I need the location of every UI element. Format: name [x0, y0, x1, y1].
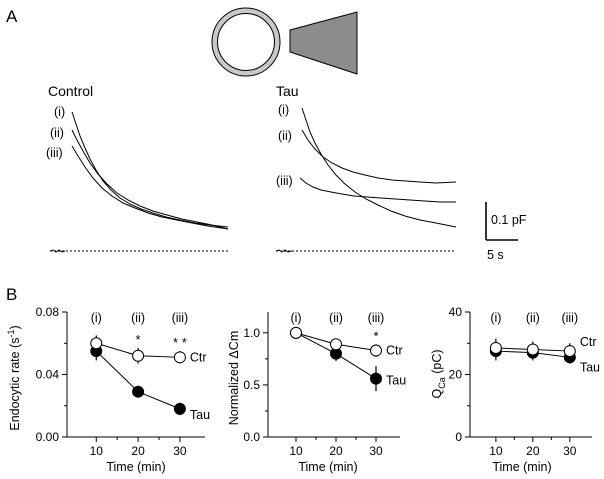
scale-bar: 0.1 pF 5 s: [485, 202, 527, 262]
x-tick-label: 30: [369, 444, 383, 458]
chart0-plot: 0.00 0.04 0.08 10 20 30 (i) (ii) (iii) * * * Tau Ctr: [36, 305, 210, 458]
timepoint-annotation: (i): [91, 311, 102, 325]
chart-normalized-dcm: Normalized ΔCm Time (min) 0.0 0.5 1.0 10 20 3…: [227, 311, 406, 474]
chart0-ylabel-sup: -1: [6, 330, 16, 338]
panel-a-label: A: [6, 7, 18, 26]
x-tick-label: 20: [131, 444, 145, 458]
ctr-point: [330, 338, 342, 351]
ctr-point: [132, 349, 145, 362]
significance-mark: * *: [173, 335, 187, 350]
timepoint-annotation: (ii): [131, 311, 145, 325]
ctr-point: [370, 344, 382, 357]
timepoint-annotation: (i): [290, 311, 301, 325]
y-tick-label: 0.08: [36, 305, 60, 319]
tau-trace-iii: [299, 177, 456, 203]
tau-baseline-noise: [275, 249, 293, 253]
timepoint-annotation: (i): [490, 311, 501, 325]
chart1-xlabel: Time (min): [298, 460, 357, 474]
y-tick-label: 20: [449, 368, 463, 382]
control-trace-i: [71, 111, 229, 228]
control-trace-label-i: (i): [54, 105, 65, 119]
chart0-xlabel: Time (min): [106, 460, 165, 474]
chart-endocytic-rate: Endocytic rate (s-1) Time (min) 0.00 0.04…: [6, 305, 210, 474]
tau-trace-ii: [301, 129, 457, 184]
control-trace-iii: [71, 145, 229, 230]
y-tick-label: 0.5: [243, 378, 260, 392]
tau-title: Tau: [276, 83, 299, 99]
panel-b-label: B: [6, 285, 17, 304]
significance-mark: *: [136, 332, 141, 347]
x-tick-label: 10: [289, 444, 303, 458]
chart2-ylabel-close: (pC): [430, 349, 444, 377]
y-tick-label: 40: [449, 305, 463, 319]
control-trace-label-iii: (iii): [46, 146, 63, 160]
tau-point: [370, 372, 382, 385]
tau-series-label: Tau: [386, 374, 406, 388]
tau-point: [132, 385, 145, 398]
chart2-xlabel: Time (min): [492, 460, 551, 474]
control-baseline-noise: [49, 249, 66, 253]
tau-traces: [275, 107, 457, 253]
chart-qca: QCa (pC) Time (min) 0 20 40 10 20 30 (i) (ii) (i…: [430, 305, 600, 474]
tau-series-label: Tau: [190, 408, 210, 422]
ctr-point: [290, 326, 302, 339]
ctr-point: [489, 341, 502, 354]
timepoint-annotation: (ii): [329, 311, 343, 325]
timepoint-annotation: (ii): [526, 311, 540, 325]
chart0-ylabel-main: Endocytic rate (s: [8, 338, 22, 431]
chart1-plot: 0.0 0.5 1.0 10 20 30 (i) (ii) (iii) * Tau Ctr: [243, 311, 406, 458]
control-traces: [49, 111, 229, 253]
scale-bar-x-label: 5 s: [487, 248, 504, 262]
chart2-ylabel-main: Q: [430, 389, 444, 399]
y-tick-label: 0.00: [36, 430, 60, 444]
ctr-point: [173, 351, 186, 364]
chart1-ylabel: Normalized ΔCm: [227, 331, 241, 425]
y-tick-label: 0.0: [243, 430, 260, 444]
ctr-point: [563, 345, 576, 358]
timepoint-annotation: (iii): [561, 311, 578, 325]
pipette-shape: [289, 11, 358, 75]
scale-bar-y-label: 0.1 pF: [491, 213, 527, 227]
chart0-ylabel: Endocytic rate (s-1): [6, 325, 22, 430]
tau-trace-i: [301, 107, 457, 228]
control-trace-label-ii: (ii): [50, 126, 64, 140]
ctr-series-label: Ctr: [190, 350, 207, 364]
y-tick-label: 1.0: [243, 326, 260, 340]
ctr-series-label: Ctr: [580, 335, 597, 349]
x-tick-label: 30: [173, 444, 187, 458]
tau-trace-label-iii: (iii): [276, 174, 293, 188]
y-tick-label: 0.04: [36, 368, 60, 382]
x-tick-label: 20: [329, 444, 343, 458]
chart2-plot: 0 20 40 10 20 30 (i) (ii) (iii) Tau Ctr: [449, 305, 600, 458]
ctr-point: [90, 337, 103, 350]
ctr-series-label: Ctr: [386, 344, 403, 358]
timepoint-annotation: (iii): [368, 311, 385, 325]
y-tick-label: 0: [455, 430, 462, 444]
x-tick-label: 20: [526, 444, 540, 458]
ctr-point: [526, 343, 539, 356]
timepoint-annotation: (iii): [172, 311, 189, 325]
tau-series-label: Tau: [580, 360, 600, 374]
x-tick-label: 30: [563, 444, 577, 458]
tau-point: [173, 402, 186, 415]
control-title: Control: [48, 83, 93, 99]
chart2-ylabel-sub: Ca: [437, 377, 447, 389]
tau-trace-label-ii: (ii): [278, 129, 292, 143]
chart2-ylabel: QCa (pC): [430, 349, 447, 398]
chart0-ylabel-close: ): [8, 325, 22, 329]
x-tick-label: 10: [90, 444, 104, 458]
control-trace-ii: [71, 129, 229, 230]
tau-trace-label-i: (i): [278, 103, 289, 117]
cell-body: [217, 13, 275, 71]
x-tick-label: 10: [489, 444, 503, 458]
significance-mark: *: [373, 328, 378, 343]
cell-pipette-schematic: [211, 7, 358, 77]
